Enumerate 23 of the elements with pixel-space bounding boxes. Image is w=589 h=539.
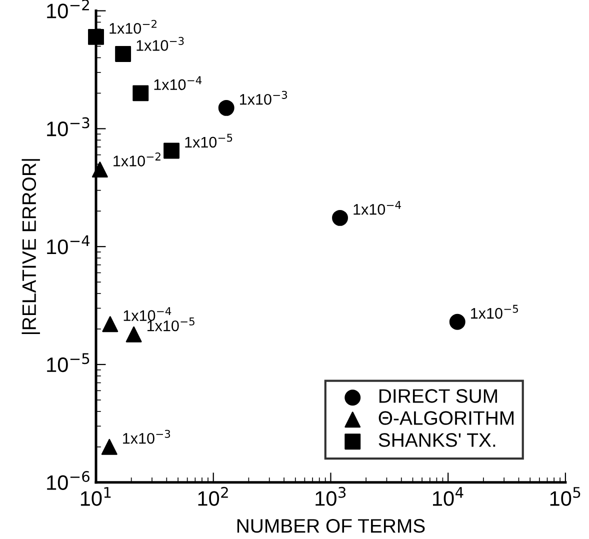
legend-label: SHANKS' TX.	[378, 433, 496, 447]
x-tick-label: 10$^{3}$	[316, 486, 346, 506]
annotation: 1x10$^{−2}$	[110, 20, 156, 34]
x-tick-label: 10$^{1}$	[80, 487, 111, 506]
legend-label: Θ-ALGORITHM	[378, 411, 514, 425]
annotation: 1x10$^{−3}$	[240, 90, 288, 105]
x-axis-title: NUMBER OF TERMS	[237, 519, 425, 533]
y-tick-label: 10$^{−4}$	[47, 235, 90, 254]
y-axis-title: |RELATIVE ERROR|	[22, 159, 40, 334]
x-tick-label: 10$^{4}$	[433, 487, 464, 506]
annotation: 1x10$^{−3}$	[136, 36, 184, 51]
annotation: 1x10$^{−4}$	[154, 76, 202, 90]
x-tick-label: 10$^{2}$	[198, 486, 228, 506]
annotation: 1x10$^{−2}$	[114, 152, 160, 166]
annotation: 1x10$^{−5}$	[471, 304, 518, 319]
annotation: 1x10$^{−5}$	[185, 134, 232, 148]
y-tick-label: 10$^{−5}$	[47, 353, 90, 372]
x-tick-label: 10$^{5}$	[550, 487, 580, 506]
y-tick-label: 10$^{−6}$	[47, 470, 90, 490]
y-tick-label: 10$^{−3}$	[47, 117, 90, 136]
annotation: 1x10$^{−3}$	[123, 430, 170, 444]
annotation: 1x10$^{−4}$	[354, 201, 401, 215]
legend-label: DIRECT SUM	[379, 389, 497, 403]
